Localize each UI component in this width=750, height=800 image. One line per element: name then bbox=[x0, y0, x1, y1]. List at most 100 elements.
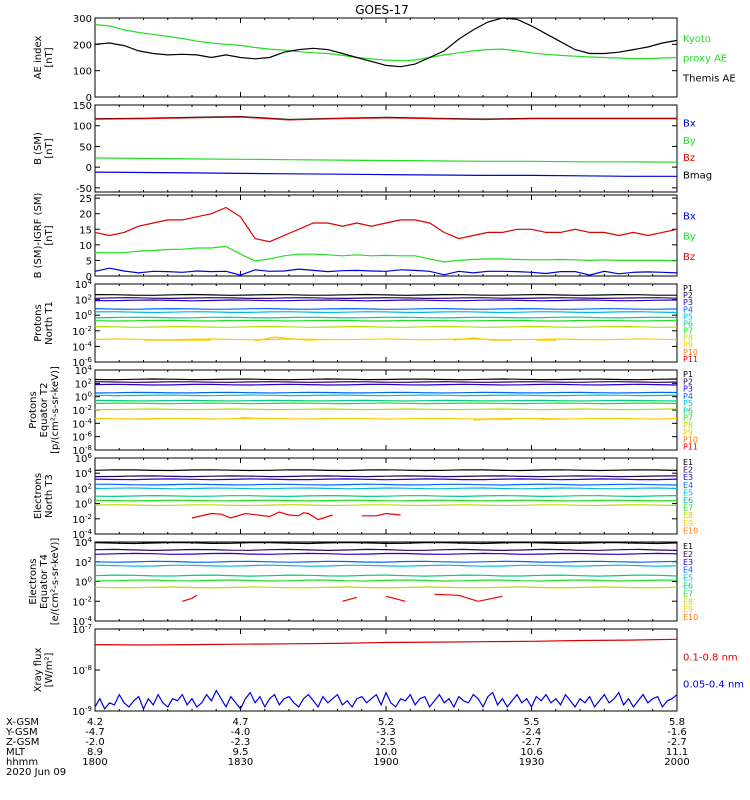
legend-label: P7 bbox=[683, 414, 693, 423]
legend-label: P6 bbox=[683, 319, 693, 328]
y-tick-label: 102 bbox=[75, 377, 92, 390]
panel-ae: 0 100 200 300 AE index [nT] Kyoto proxy AE Themi… bbox=[33, 14, 736, 104]
channel-line-4 bbox=[95, 483, 678, 486]
legend-label: P10 bbox=[683, 348, 698, 357]
legend-label: Bmag bbox=[683, 171, 712, 182]
legend-label: P3 bbox=[683, 298, 693, 307]
y-tick-label: 104 bbox=[75, 467, 93, 480]
legend-label: P10 bbox=[683, 435, 698, 444]
legend-label: Bx bbox=[683, 118, 696, 129]
legend-label: P2 bbox=[683, 377, 693, 386]
y-tick-label: 102 bbox=[75, 294, 92, 307]
y-tick-label: 10-2 bbox=[72, 513, 92, 526]
legend-label: E9 bbox=[683, 605, 693, 614]
channel-line-1 bbox=[94, 378, 678, 381]
x-tick-value: -1.6 bbox=[667, 727, 687, 738]
y-tick-label: 102 bbox=[75, 556, 92, 569]
x-row-label: Z-GSM bbox=[6, 737, 39, 748]
channel-line-1 bbox=[94, 541, 678, 545]
y-tick-label: 200 bbox=[73, 40, 92, 51]
x-tick-value: 1900 bbox=[373, 757, 398, 768]
channel-line-7 bbox=[94, 402, 678, 405]
channel-line-6 bbox=[94, 399, 677, 402]
channel-line-e9 bbox=[182, 593, 503, 602]
y-axis-label: [e/(cm²-s-sr-keV)] bbox=[50, 538, 61, 626]
y-tick-label: 10-8 bbox=[72, 444, 92, 457]
y-axis-label: AE index bbox=[33, 36, 44, 80]
y-tick-label: 100 bbox=[75, 576, 92, 589]
legend-label: E8 bbox=[683, 597, 693, 606]
y-axis-label: Electrons bbox=[28, 558, 39, 604]
channel-line-4 bbox=[94, 391, 678, 394]
panel-elecE: 10-4 10-2 100 102 104 Electrons Equator T4 [e/(… bbox=[28, 536, 698, 628]
channel-line-7 bbox=[94, 499, 678, 502]
channel-line-2 bbox=[94, 548, 678, 552]
legend-label: E1 bbox=[683, 542, 693, 551]
x-tick-value: -2.7 bbox=[667, 737, 687, 748]
y-tick-label: 106 bbox=[75, 452, 93, 465]
channel-line-8 bbox=[94, 325, 678, 328]
x-tick-value: 1800 bbox=[82, 757, 107, 768]
legend-label: E4 bbox=[683, 566, 693, 575]
y-tick-label: 10-2 bbox=[72, 595, 92, 608]
legend-label: P4 bbox=[683, 392, 693, 401]
legend-label: P9 bbox=[683, 341, 693, 350]
date-label: 2020 Jun 09 bbox=[6, 767, 66, 778]
channel-line-6 bbox=[94, 316, 678, 319]
y-axis-label: Electrons bbox=[33, 473, 44, 519]
legend-label: E5 bbox=[683, 574, 693, 583]
legend-label: P11 bbox=[683, 443, 698, 452]
x-tick-value: -4.0 bbox=[231, 727, 251, 738]
panel-bsm: -50 0 50 100 150 B (SM) [nT] Bx By Bz Bmag bbox=[33, 101, 712, 195]
channel-line-6 bbox=[94, 494, 678, 498]
channel-line-8 bbox=[94, 504, 678, 507]
series-line-long bbox=[94, 638, 678, 646]
legend-label: E7 bbox=[683, 504, 693, 513]
y-tick-label: 10-2 bbox=[72, 404, 92, 417]
channel-line-1 bbox=[94, 293, 677, 296]
x-tick-value: 5.8 bbox=[669, 717, 685, 728]
legend-label: proxy AE bbox=[683, 54, 727, 65]
legend-label: E10 bbox=[683, 526, 698, 535]
series-line-by bbox=[94, 157, 678, 163]
y-tick-label: 100 bbox=[75, 309, 92, 322]
legend-label: E2 bbox=[683, 550, 693, 559]
y-axis-label: Protons bbox=[28, 391, 39, 428]
legend-label: E10 bbox=[683, 613, 698, 622]
series-line-bx bbox=[94, 267, 678, 276]
channel-line-5 bbox=[94, 311, 678, 314]
y-axis-label: North T1 bbox=[44, 301, 55, 345]
channel-line-p9 bbox=[119, 416, 561, 421]
channel-line-4 bbox=[94, 307, 678, 310]
x-tick-value: -4.7 bbox=[85, 727, 105, 738]
y-tick-label: 10-4 bbox=[72, 417, 92, 430]
legend-label: P6 bbox=[683, 406, 693, 415]
legend-label: By bbox=[683, 232, 696, 243]
y-tick-label: 0 bbox=[86, 93, 92, 104]
x-tick-value: -2.3 bbox=[231, 737, 251, 748]
y-tick-label: 104 bbox=[75, 278, 93, 291]
legend-label: P8 bbox=[683, 421, 693, 430]
y-tick-label: 10-7 bbox=[72, 623, 92, 636]
y-axis-label: B (SM) bbox=[33, 132, 44, 165]
panel-frame bbox=[94, 628, 678, 712]
x-row-label: Y-GSM bbox=[5, 727, 38, 738]
series-line-bz bbox=[94, 116, 677, 121]
legend-label: P5 bbox=[683, 312, 693, 321]
chart-title: GOES-17 bbox=[355, 3, 409, 17]
y-tick-label: 104 bbox=[75, 364, 93, 377]
y-tick-label: 0 bbox=[86, 272, 92, 283]
y-axis-label: [nT] bbox=[44, 225, 55, 245]
channel-line-p9 bbox=[143, 336, 556, 342]
channel-line-e9 bbox=[191, 511, 401, 521]
panel-xray: 10-9 10-8 10-7 Xray flux [W/m²] 0.1-0.8 nm 0.0… bbox=[33, 623, 744, 718]
channel-line-2 bbox=[94, 381, 678, 383]
legend-label: E4 bbox=[683, 481, 693, 490]
legend-label: Kyoto bbox=[683, 34, 711, 45]
x-tick-value: 2000 bbox=[664, 757, 689, 768]
legend-label: P5 bbox=[683, 399, 693, 408]
y-axis-label: North T3 bbox=[44, 474, 55, 518]
legend-label: Bz bbox=[683, 252, 695, 263]
